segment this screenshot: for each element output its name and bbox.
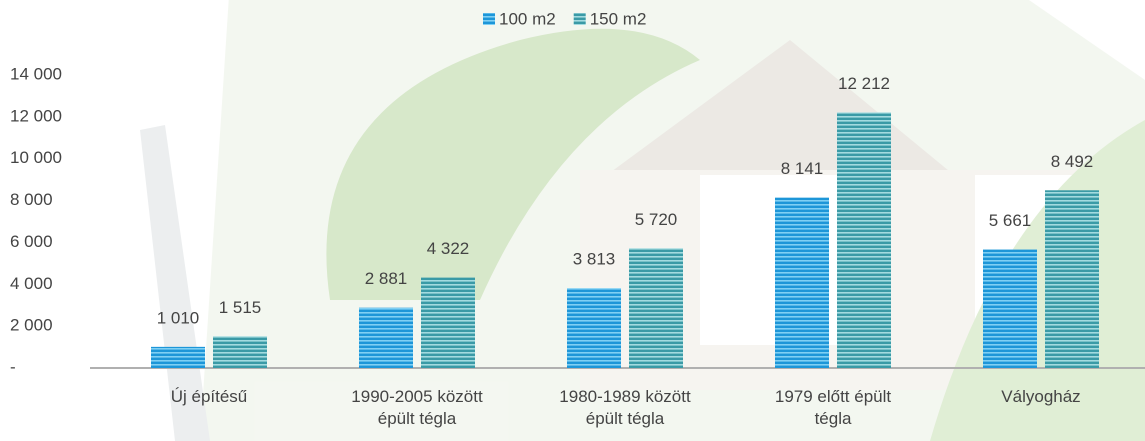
value-label: 3 813: [573, 250, 616, 269]
bar: [837, 112, 891, 368]
value-label: 5 720: [635, 210, 678, 229]
value-label: 8 141: [781, 159, 824, 178]
bar: [213, 336, 267, 368]
value-label: 2 881: [365, 269, 408, 288]
y-tick-label: 8 000: [10, 190, 53, 209]
bar: [775, 197, 829, 368]
bar: [359, 307, 413, 368]
y-tick-label: 6 000: [10, 232, 53, 251]
bar: [151, 346, 205, 368]
x-tick-label: Új építésű: [170, 387, 248, 406]
x-tick-label: 1990-2005 között épült tégla: [351, 387, 483, 428]
bar: [629, 248, 683, 368]
value-label: 1 515: [219, 298, 262, 317]
value-label: 4 322: [427, 239, 470, 258]
bar: [983, 249, 1037, 368]
legend-label: 100 m2: [499, 9, 556, 28]
value-label: 8 492: [1051, 152, 1094, 171]
legend-swatch: [483, 13, 495, 25]
y-tick-label: 10 000: [10, 148, 62, 167]
y-tick-label: 12 000: [10, 106, 62, 125]
y-tick-label: 2 000: [10, 316, 53, 335]
x-tick-label: 1980-1989 között épült tégla: [559, 387, 691, 428]
value-label: 5 661: [989, 211, 1032, 230]
x-tick-label: Vályogház: [1001, 387, 1081, 406]
value-label: 12 212: [838, 74, 890, 93]
bar: [421, 277, 475, 368]
value-label: 1 010: [157, 308, 200, 327]
x-tick-label: 1979 előtt épült tégla: [774, 387, 892, 428]
legend-swatch: [573, 13, 586, 25]
y-tick-label: -: [10, 357, 16, 376]
bar: [1045, 190, 1099, 368]
y-tick-label: 14 000: [10, 64, 62, 83]
bar: [567, 288, 621, 368]
y-tick-label: 4 000: [10, 274, 53, 293]
legend-label: 150 m2: [590, 9, 647, 28]
